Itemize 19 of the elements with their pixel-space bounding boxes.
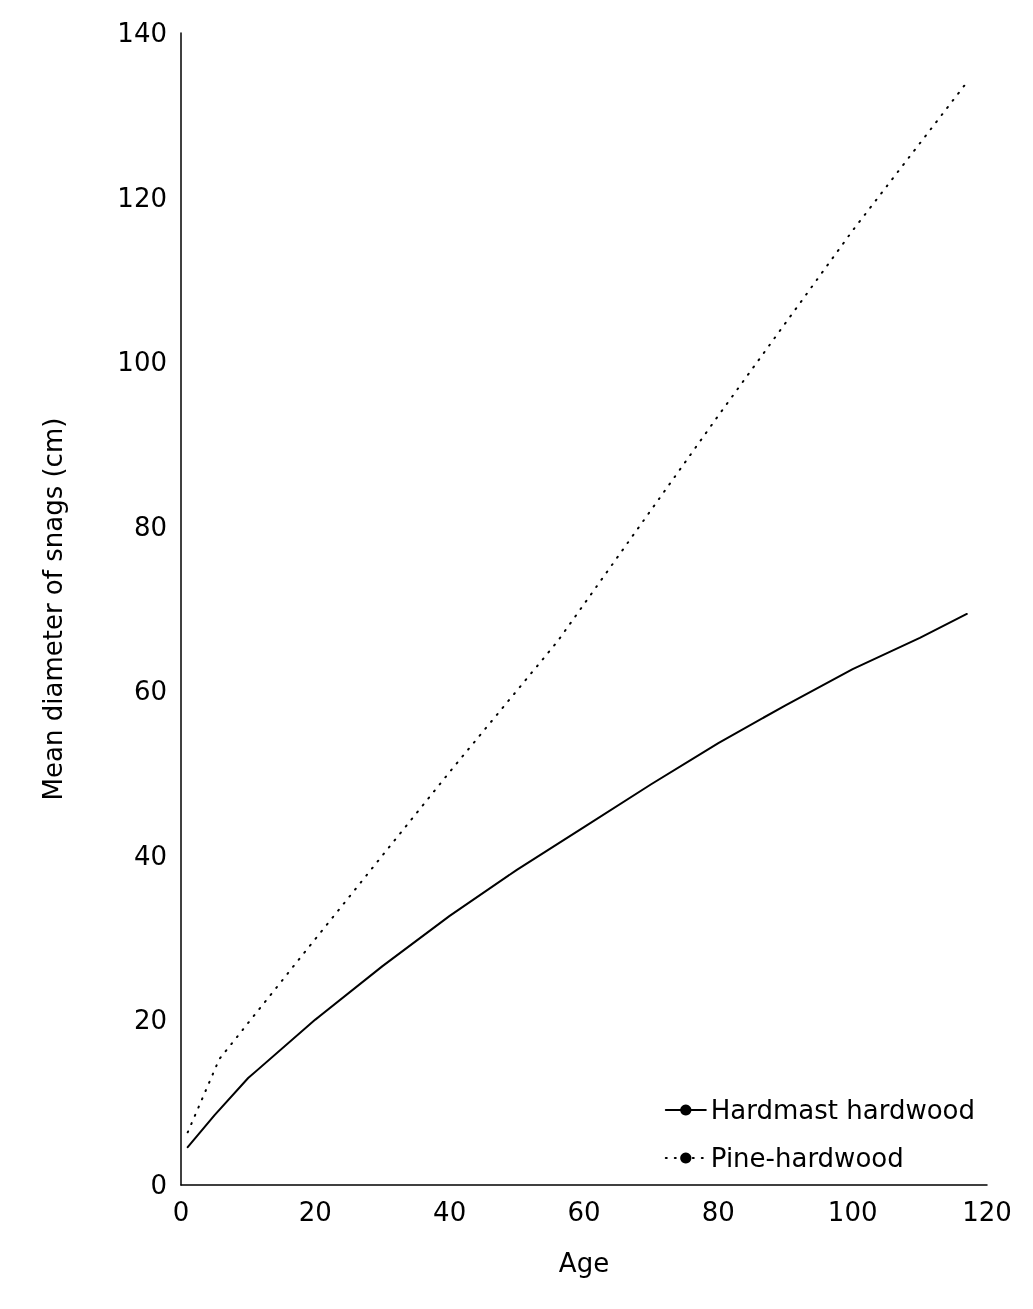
y-tick-label: 100 — [117, 347, 167, 378]
y-tick-label: 40 — [133, 840, 167, 871]
y-axis-title: Mean diameter of snags (cm) — [38, 417, 68, 801]
y-tick-label: 80 — [133, 511, 167, 542]
x-tick-label: 80 — [701, 1197, 735, 1227]
y-tick-label: 60 — [133, 676, 167, 707]
x-tick-label: 60 — [567, 1197, 601, 1227]
y-tick-label: 0 — [150, 1170, 167, 1200]
x-axis-title: Age — [558, 1248, 610, 1278]
x-tick-label: 40 — [433, 1197, 467, 1227]
y-tick-label: 20 — [133, 1005, 167, 1036]
x-tick-label: 100 — [827, 1197, 878, 1227]
y-tick-label: 140 — [117, 18, 167, 48]
legend-label: Hardmast hardwood — [710, 1095, 975, 1125]
x-tick-label: 20 — [298, 1197, 332, 1227]
legend-label: Pine-hardwood — [710, 1143, 904, 1173]
x-tick-label: 0 — [172, 1197, 190, 1227]
y-tick-label: 120 — [117, 182, 167, 213]
x-tick-label: 120 — [962, 1197, 1012, 1227]
